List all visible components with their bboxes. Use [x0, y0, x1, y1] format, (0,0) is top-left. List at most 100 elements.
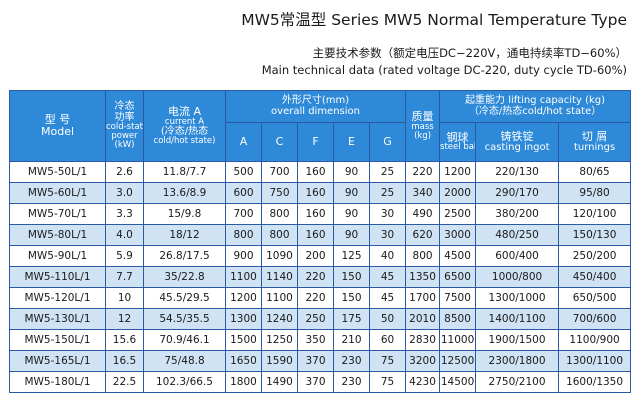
cell-power: 12	[105, 308, 144, 330]
cell-turn: 120/100	[558, 203, 632, 225]
cell-a: 1650	[225, 350, 262, 372]
cell-a: 500	[225, 161, 262, 183]
cell-c: 1100	[261, 287, 298, 309]
cell-current: 35/22.8	[143, 266, 226, 288]
subtitle-chinese: 主要技术参数（额定电压DC−220V，通电持续率TD−60%）	[312, 46, 627, 60]
cell-c: 1490	[261, 371, 298, 393]
cell-current: 70.9/46.1	[143, 329, 226, 351]
header-turnings: 切 屑 turnings	[558, 122, 632, 162]
cell-f: 370	[297, 371, 334, 393]
cell-mass: 1700	[405, 287, 441, 309]
cell-a: 1300	[225, 308, 262, 330]
cell-current: 18/12	[143, 224, 226, 246]
cell-mass: 340	[405, 182, 441, 204]
cell-steel: 2000	[439, 182, 477, 204]
header-dim-f: F	[297, 122, 334, 162]
cell-turn: 80/65	[558, 161, 632, 183]
cell-f: 160	[297, 161, 334, 183]
cell-model: MW5-70L/1	[9, 203, 106, 225]
cell-c: 1140	[261, 266, 298, 288]
cell-ingot: 1000/800	[475, 266, 560, 288]
technical-data-table: 型 号 Model 冷态 功率 cold-state power (kW) 电流…	[9, 90, 632, 393]
cell-steel: 1200	[439, 161, 477, 183]
cell-a: 1100	[225, 266, 262, 288]
table-row: MW5-130L/1 12 54.5/35.5 1300 1240 250 175 50 201…	[9, 308, 632, 330]
cell-model: MW5-110L/1	[9, 266, 106, 288]
page-title: MW5常温型 Series MW5 Normal Temperature Typ…	[241, 11, 627, 29]
cell-g: 25	[368, 182, 407, 204]
cell-e: 90	[333, 224, 370, 246]
cell-mass: 4230	[405, 371, 441, 393]
cell-f: 160	[297, 203, 334, 225]
cell-a: 900	[225, 245, 262, 267]
cell-ingot: 1300/1000	[475, 287, 560, 309]
cell-g: 45	[368, 266, 407, 288]
cell-current: 11.8/7.7	[143, 161, 226, 183]
cell-g: 50	[368, 308, 407, 330]
cell-current: 45.5/29.5	[143, 287, 226, 309]
cell-mass: 620	[405, 224, 441, 246]
cell-e: 90	[333, 161, 370, 183]
cell-model: MW5-50L/1	[9, 161, 106, 183]
cell-turn: 1300/1100	[558, 350, 632, 372]
cell-model: MW5-80L/1	[9, 224, 106, 246]
cell-c: 800	[261, 224, 298, 246]
cell-model: MW5-90L/1	[9, 245, 106, 267]
table-row: MW5-50L/1 2.6 11.8/7.7 500 700 160 90 25 220 1200…	[9, 161, 632, 183]
cell-turn: 1600/1350	[558, 371, 632, 393]
table-row: MW5-70L/1 3.3 15/9.8 700 800 160 90 30 490 2500 38…	[9, 203, 632, 225]
table-row: MW5-90L/1 5.9 26.8/17.5 900 1090 200 125 40 800 4…	[9, 245, 632, 267]
cell-power: 22.5	[105, 371, 144, 393]
cell-power: 7.7	[105, 266, 144, 288]
subtitle-english: Main technical data (rated voltage DC-22…	[261, 63, 627, 77]
cell-turn: 450/400	[558, 266, 632, 288]
cell-c: 750	[261, 182, 298, 204]
cell-mass: 3200	[405, 350, 441, 372]
cell-mass: 2010	[405, 308, 441, 330]
header-steel-ball: 钢球 steel ball	[439, 122, 477, 162]
cell-power: 10	[105, 287, 144, 309]
cell-f: 220	[297, 266, 334, 288]
cell-current: 26.8/17.5	[143, 245, 226, 267]
cell-e: 230	[333, 350, 370, 372]
cell-power: 16.5	[105, 350, 144, 372]
cell-steel: 11000	[439, 329, 477, 351]
header-dim-c: C	[261, 122, 298, 162]
cell-a: 1800	[225, 371, 262, 393]
cell-g: 45	[368, 287, 407, 309]
cell-power: 5.9	[105, 245, 144, 267]
cell-e: 125	[333, 245, 370, 267]
cell-e: 150	[333, 266, 370, 288]
table-row: MW5-60L/1 3.0 13.6/8.9 600 750 160 90 25 340 2000…	[9, 182, 632, 204]
cell-model: MW5-130L/1	[9, 308, 106, 330]
header-current: 电流 A current A (冷态/热态 cold/hot state)	[143, 90, 226, 162]
cell-g: 60	[368, 329, 407, 351]
header-mass: 质量 mass (kg)	[405, 90, 441, 162]
cell-ingot: 220/130	[475, 161, 560, 183]
cell-current: 75/48.8	[143, 350, 226, 372]
table-row: MW5-150L/1 15.6 70.9/46.1 1500 1250 350 210 60 2…	[9, 329, 632, 351]
cell-f: 220	[297, 287, 334, 309]
cell-c: 800	[261, 203, 298, 225]
cell-ingot: 600/400	[475, 245, 560, 267]
cell-model: MW5-120L/1	[9, 287, 106, 309]
cell-a: 600	[225, 182, 262, 204]
cell-e: 175	[333, 308, 370, 330]
cell-f: 160	[297, 224, 334, 246]
cell-ingot: 290/170	[475, 182, 560, 204]
cell-turn: 1100/900	[558, 329, 632, 351]
cell-g: 30	[368, 203, 407, 225]
cell-g: 30	[368, 224, 407, 246]
cell-current: 54.5/35.5	[143, 308, 226, 330]
cell-power: 3.0	[105, 182, 144, 204]
header-model: 型 号 Model	[9, 90, 106, 162]
cell-mass: 800	[405, 245, 441, 267]
cell-turn: 700/600	[558, 308, 632, 330]
cell-e: 230	[333, 371, 370, 393]
cell-g: 25	[368, 161, 407, 183]
cell-current: 13.6/8.9	[143, 182, 226, 204]
cell-turn: 95/80	[558, 182, 632, 204]
cell-model: MW5-180L/1	[9, 371, 106, 393]
cell-power: 4.0	[105, 224, 144, 246]
header-dim-e: E	[333, 122, 370, 162]
